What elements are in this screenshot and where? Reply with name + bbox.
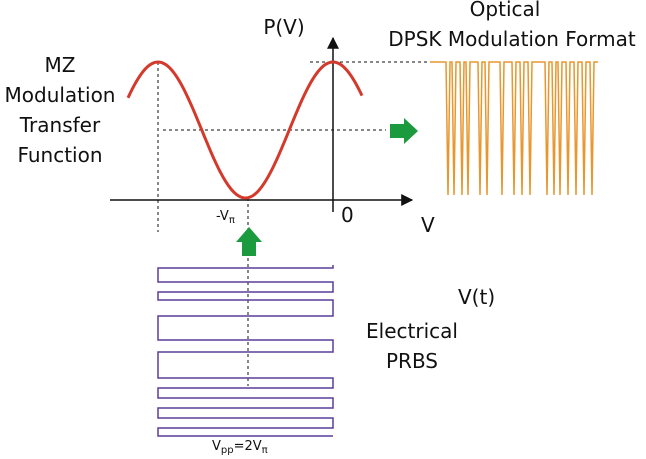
prbs-title: Electrical [366,319,458,343]
mz-title: Function [17,143,102,167]
label-part: V [212,439,221,454]
label-sub: π [262,445,268,456]
optical-signal [430,61,598,196]
optical-title: DPSK Modulation Format [388,27,636,51]
label-part: -V [216,209,229,224]
arrow-up [236,227,262,256]
mz-title: Modulation [5,83,116,107]
vt-label: V(t) [458,285,495,309]
neg-vpi-label: -Vπ [216,209,235,226]
label-part: =2V [234,439,262,454]
arrow-right [390,118,418,144]
v-label: V [421,213,435,237]
mz-title: MZ [45,53,76,77]
transfer-curve [126,60,364,200]
vpp-label: Vpp=2Vπ [212,439,268,456]
label-sub: π [229,215,235,226]
prbs-title: PRBS [386,349,438,373]
label-sub: pp [221,445,234,456]
power-label: P(V) [263,15,304,39]
optical-title: Optical [470,0,541,21]
zero-label: 0 [341,203,354,227]
mz-title: Transfer [19,113,101,137]
prbs-signal [157,265,334,437]
